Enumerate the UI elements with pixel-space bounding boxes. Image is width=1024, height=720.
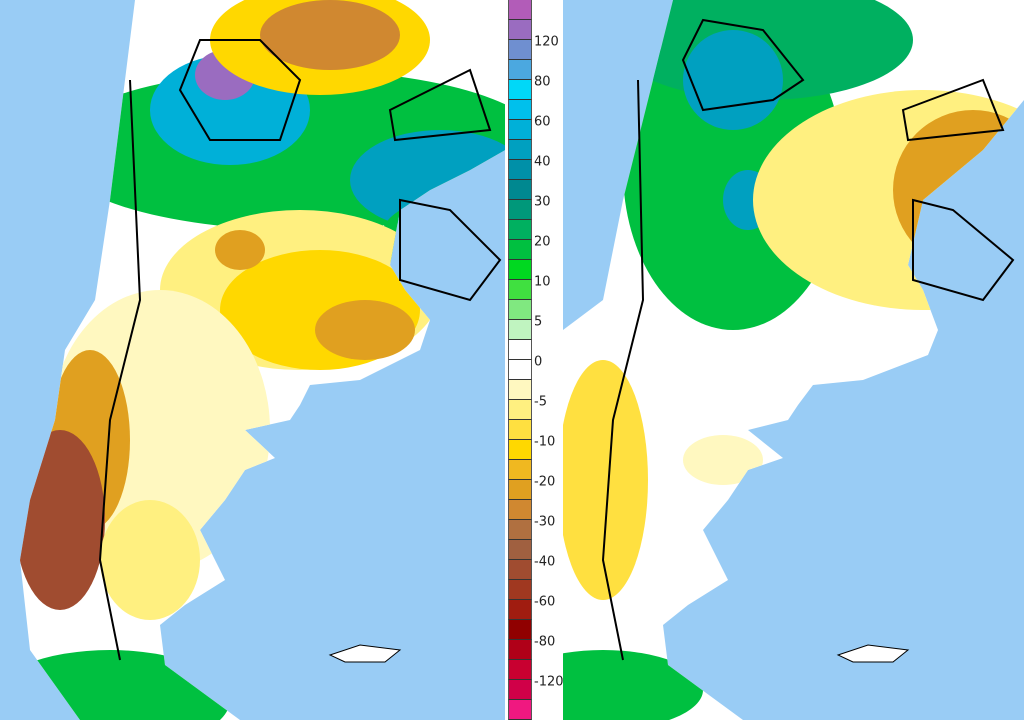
legend-swatch — [508, 40, 532, 60]
legend-swatch — [508, 400, 532, 420]
legend-swatch — [508, 340, 532, 360]
legend-label: 60 — [534, 114, 551, 130]
legend-swatch — [508, 120, 532, 140]
legend-label: 30 — [534, 194, 551, 210]
legend-swatch — [508, 680, 532, 700]
falkland-islands — [836, 644, 910, 663]
borders — [98, 39, 502, 661]
legend-swatch — [508, 600, 532, 620]
legend-swatch — [508, 700, 532, 720]
legend-swatch — [508, 580, 532, 600]
legend-swatch — [508, 460, 532, 480]
legend-swatch — [508, 0, 532, 20]
legend-label: 0 — [534, 354, 543, 370]
legend-swatch — [508, 180, 532, 200]
legend-swatch — [508, 360, 532, 380]
legend-swatch — [508, 160, 532, 180]
legend-swatch — [508, 480, 532, 500]
legend-swatch — [508, 20, 532, 40]
color-scale-legend: 120 80 60 40 30 20 10 5 0 -5 -10 -20 -30 -40 -60 -80 -12… — [505, 0, 564, 720]
legend-label: 40 — [534, 154, 551, 170]
legend-swatch — [508, 200, 532, 220]
legend-swatch — [508, 620, 532, 640]
right-anomaly-map — [563, 0, 1024, 720]
legend-label: -5 — [534, 394, 547, 410]
right-map-svg — [563, 0, 1024, 720]
legend-label: -80 — [534, 634, 556, 650]
legend-swatch — [508, 660, 532, 680]
legend-swatch — [508, 420, 532, 440]
legend-swatch — [508, 320, 532, 340]
legend-swatch — [508, 140, 532, 160]
legend-swatch — [508, 640, 532, 660]
falkland-islands — [328, 644, 402, 663]
legend-label: 10 — [534, 274, 551, 290]
legend-swatch — [508, 500, 532, 520]
legend-swatch — [508, 300, 532, 320]
legend-label: -30 — [534, 514, 556, 530]
legend-swatch — [508, 60, 532, 80]
legend-label: -120 — [534, 674, 564, 690]
borders — [601, 18, 1015, 661]
legend-swatch — [508, 560, 532, 580]
legend-label: -60 — [534, 594, 556, 610]
legend-label: -40 — [534, 554, 556, 570]
legend-label: -20 — [534, 474, 556, 490]
left-anomaly-map — [0, 0, 505, 720]
legend-label: 80 — [534, 74, 551, 90]
legend-label: -10 — [534, 434, 556, 450]
legend-swatch — [508, 380, 532, 400]
legend-label: 120 — [534, 34, 559, 50]
legend-swatch — [508, 100, 532, 120]
legend-label: 5 — [534, 314, 543, 330]
legend-swatch — [508, 440, 532, 460]
legend-label: 20 — [534, 234, 551, 250]
legend-swatch — [508, 80, 532, 100]
legend-swatch — [508, 520, 532, 540]
legend-swatch — [508, 280, 532, 300]
legend-swatch — [508, 260, 532, 280]
legend-swatch — [508, 540, 532, 560]
legend-swatch — [508, 220, 532, 240]
left-map-svg — [20, 0, 505, 720]
legend-swatch — [508, 240, 532, 260]
